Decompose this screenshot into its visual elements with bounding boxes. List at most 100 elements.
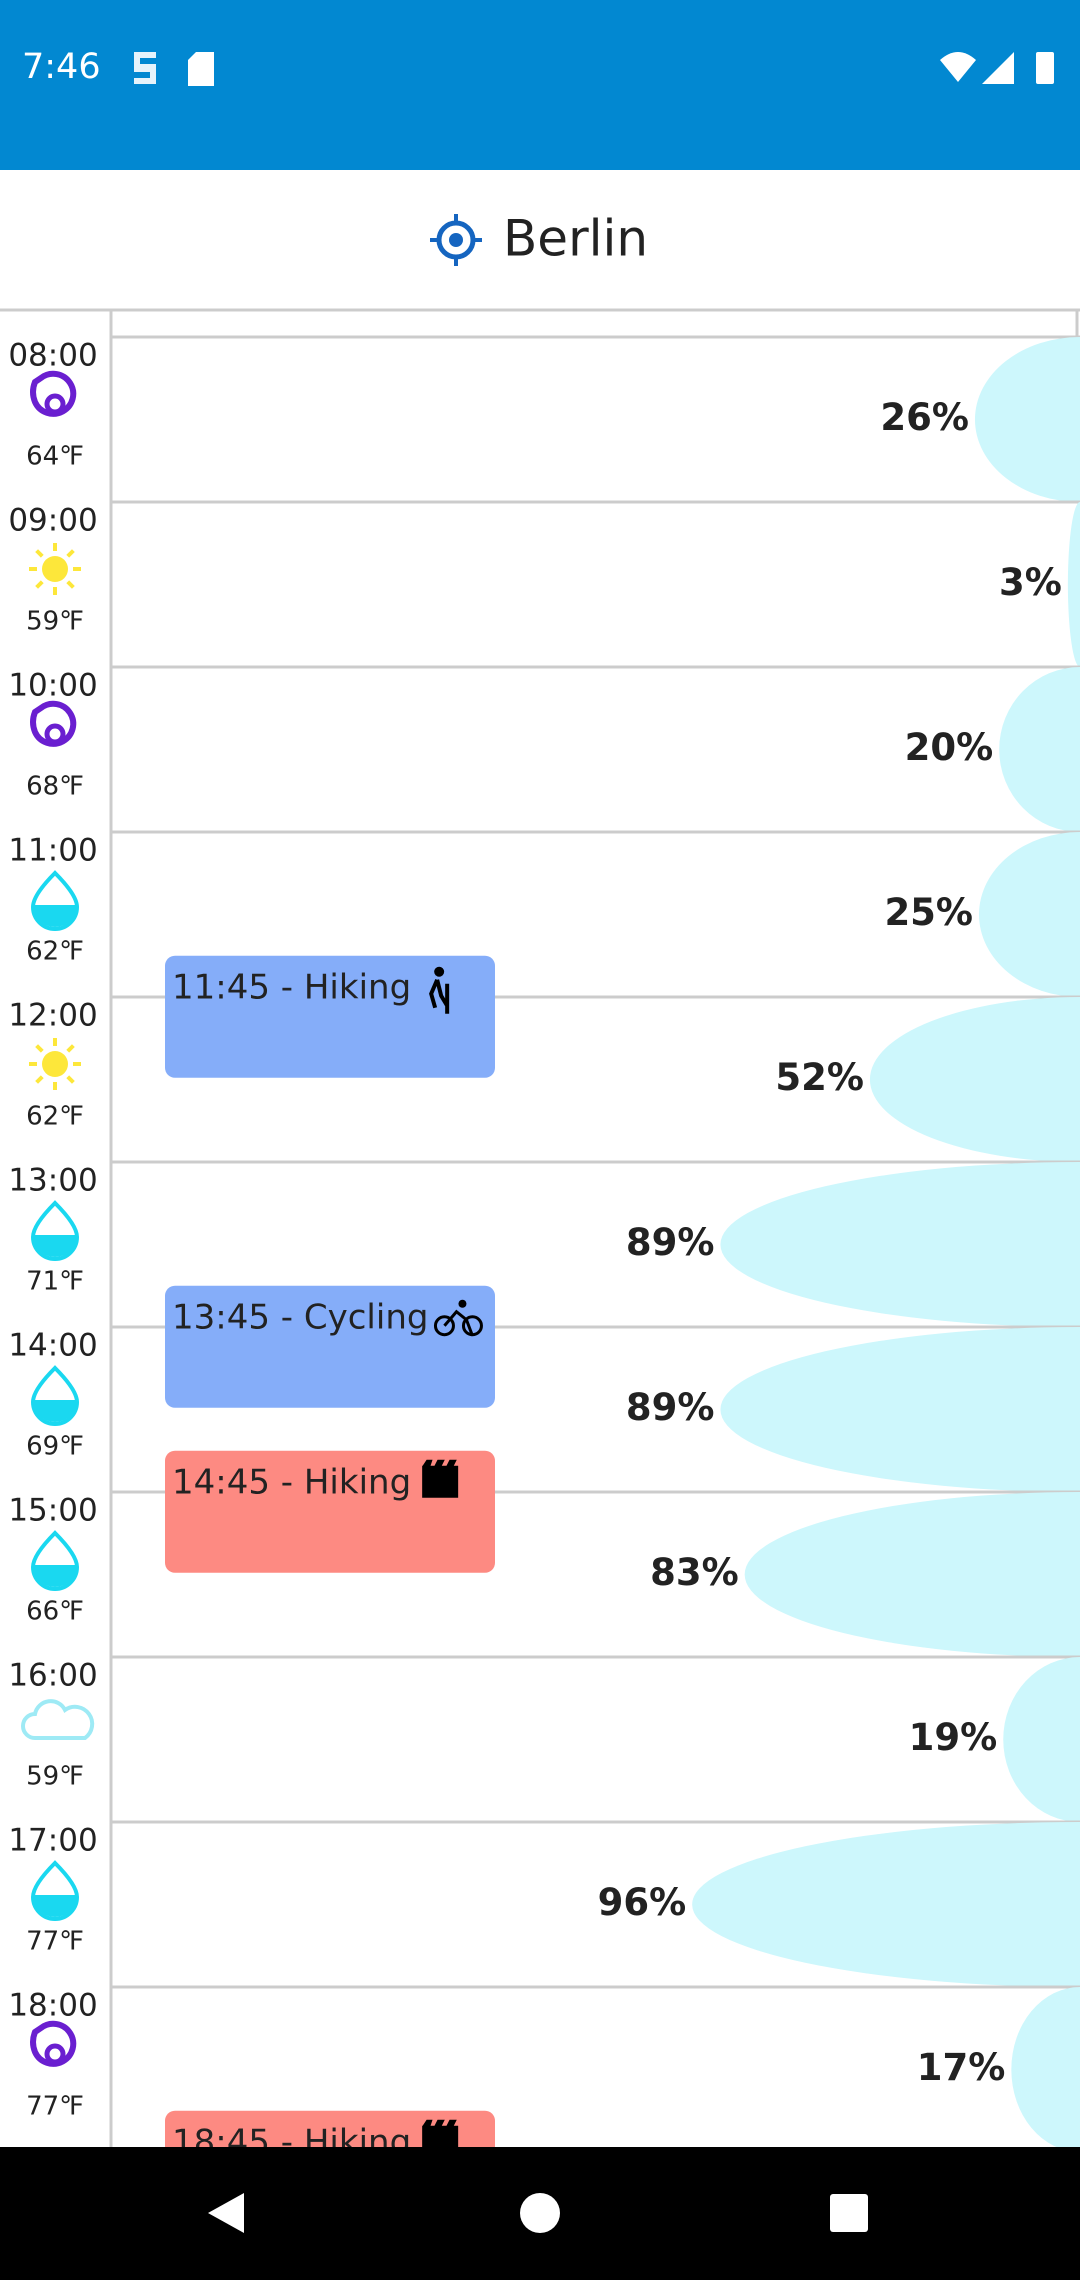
temp-label: 62℉: [26, 937, 84, 967]
icon-shape: [21, 1699, 95, 1740]
icon-shape: [422, 2119, 459, 2147]
event-label: 18:45 - Hiking: [172, 2122, 411, 2162]
event-card: [165, 1450, 495, 1573]
precip-blob: [720, 1162, 1080, 1327]
event-card: [165, 2110, 495, 2147]
city-title: Berlin: [503, 210, 648, 268]
precip-blob: [692, 1822, 1080, 1987]
hour-label: 17:00: [8, 1823, 97, 1859]
precip-label: 19%: [909, 1716, 998, 1759]
event-label: 11:45 - Hiking: [172, 967, 411, 1007]
precip-label: 83%: [650, 1551, 739, 1594]
temp-label: 71℉: [26, 1267, 84, 1297]
icon-shape: [44, 723, 66, 745]
icon-shape: [33, 1895, 77, 1917]
event[interactable]: 18:45 - Hiking: [165, 2110, 495, 2233]
icon-shape: [35, 1044, 44, 1053]
icon-shape: [30, 370, 77, 417]
icon-shape: [30, 2020, 77, 2067]
icon-shape: [458, 1299, 467, 1308]
precip-label: 25%: [884, 891, 973, 934]
event-icon: [429, 966, 450, 1014]
event[interactable]: 14:45 - Hiking: [165, 1450, 495, 1573]
precip-blob: [1003, 1657, 1080, 1822]
event[interactable]: 11:45 - Hiking: [165, 955, 495, 1078]
hour-row: 19% 16:00 59℉: [8, 1657, 1080, 1824]
hour-row: 96% 17:00 77℉: [8, 1822, 1080, 1989]
hour-label: 14:00: [8, 1328, 97, 1364]
precip-blob: [974, 337, 1080, 502]
weather-icon: [30, 370, 77, 417]
icon-shape: [66, 1044, 75, 1053]
app-bar: Berlin: [430, 210, 648, 268]
event-label: 13:45 - Cycling: [172, 1297, 428, 1337]
icon-shape: [33, 1565, 77, 1587]
precip-label: 96%: [598, 1881, 687, 1924]
icon-shape: [434, 966, 445, 977]
weather-icon: [29, 1038, 81, 1090]
temp-label: 59℉: [26, 1762, 84, 1792]
hour-label: 13:00: [8, 1163, 97, 1199]
event-icon: [433, 1299, 483, 1337]
precip-label: 52%: [775, 1056, 864, 1099]
temp-label: 77℉: [26, 1927, 84, 1957]
temp-label: 62℉: [26, 1102, 84, 1132]
precip-blob: [999, 667, 1080, 832]
hour-label: 16:00: [8, 1658, 97, 1694]
home-button[interactable]: [520, 2193, 560, 2233]
icon-shape: [42, 1051, 68, 1077]
precip-blob: [744, 1492, 1080, 1657]
precip-label: 17%: [917, 2046, 1006, 2089]
icon-shape: [429, 978, 450, 1014]
hour-label: 11:00: [8, 833, 97, 869]
precip-blob: [1011, 1987, 1080, 2147]
weather-icon: [21, 1699, 95, 1740]
icon-shape: [422, 1459, 459, 1498]
temp-label: 68℉: [26, 772, 84, 802]
temp-label: 64℉: [26, 442, 84, 472]
hour-row: 17% 18:00 77℉: [8, 1987, 1080, 2147]
status-bar: [0, 0, 1080, 170]
icon-shape: [66, 580, 75, 589]
icon-shape: [35, 1075, 44, 1084]
icon-shape: [66, 1075, 75, 1084]
event[interactable]: 13:45 - Cycling: [165, 1285, 495, 1408]
weather-icon: [30, 2020, 77, 2067]
recents-button[interactable]: [830, 2194, 868, 2232]
hour-row: 3% 09:00 59℉: [8, 502, 1080, 669]
temp-label: 77℉: [26, 2092, 84, 2122]
event-card: [165, 955, 495, 1078]
weather-icon: [30, 870, 80, 931]
precip-label: 89%: [626, 1221, 715, 1264]
icon-shape: [66, 549, 75, 558]
hour-label: 08:00: [8, 338, 97, 374]
hour-row: 26% 08:00 64℉: [8, 337, 1080, 504]
weather-icon: [30, 1860, 80, 1921]
icon-shape: [33, 1235, 77, 1257]
temp-label: 66℉: [26, 1597, 84, 1627]
icon-shape: [44, 2043, 66, 2065]
hour-label: 15:00: [8, 1493, 97, 1529]
temp-label: 69℉: [26, 1432, 84, 1462]
hour-row: 52% 12:00 62℉: [8, 997, 1080, 1164]
hour-row: 25% 11:00 62℉: [8, 832, 1080, 999]
icon-shape: [443, 1309, 474, 1337]
precip-label: 20%: [905, 726, 994, 769]
event-label: 14:45 - Hiking: [172, 1462, 411, 1502]
event-icon: [422, 1459, 459, 1498]
weather-icon: [30, 1365, 80, 1426]
hour-label: 09:00: [8, 503, 97, 539]
event-icon: [422, 2119, 459, 2147]
icon-shape: [35, 549, 44, 558]
clock: 7:46: [22, 47, 101, 87]
hour-label: 10:00: [8, 668, 97, 704]
icon-shape: [33, 905, 77, 927]
icon-shape: [30, 700, 77, 747]
precip-blob: [869, 997, 1080, 1162]
precip-blob: [720, 1327, 1080, 1492]
icon-shape: [44, 393, 66, 415]
icon-shape: [33, 1400, 77, 1422]
back-button[interactable]: [208, 2193, 244, 2233]
